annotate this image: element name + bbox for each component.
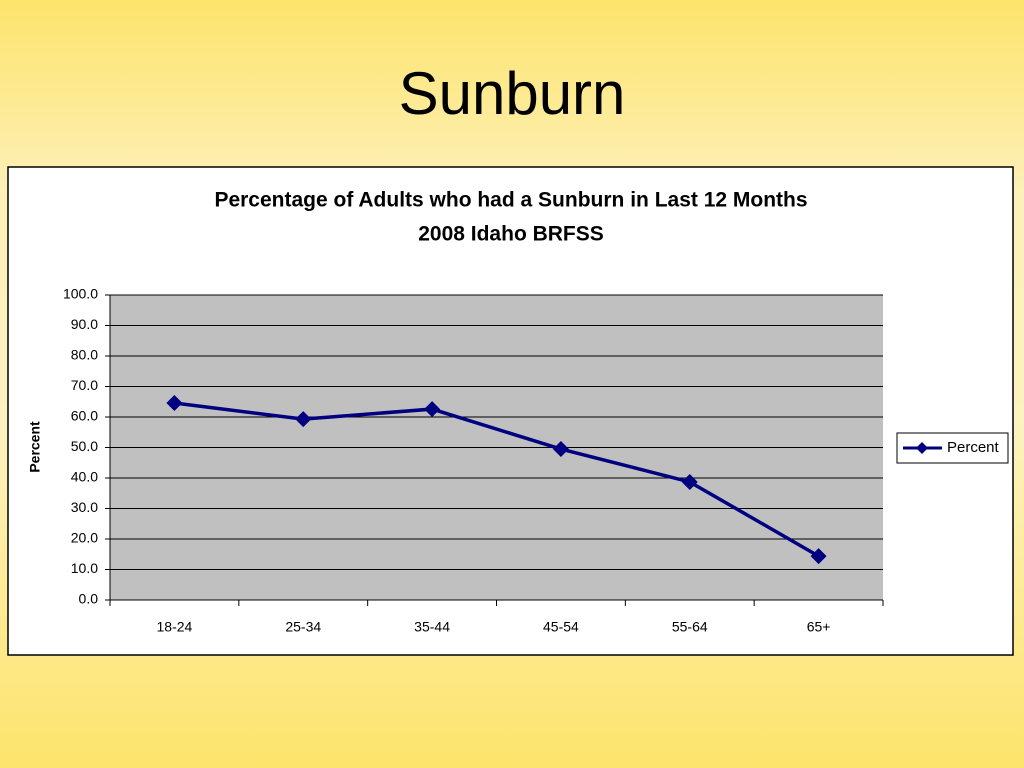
x-tick-label: 25-34 <box>285 619 321 635</box>
slide-title: Sunburn <box>399 60 626 127</box>
legend-marker <box>916 442 928 454</box>
x-tick-label: 35-44 <box>414 619 450 635</box>
data-point <box>552 441 569 458</box>
data-point <box>424 401 441 418</box>
data-point <box>295 411 312 428</box>
y-tick-label: 80.0 <box>71 347 98 363</box>
legend-label: Percent <box>947 439 1000 456</box>
data-point <box>166 394 183 411</box>
y-tick-label: 10.0 <box>71 560 98 576</box>
x-tick-label: 65+ <box>807 619 831 635</box>
data-line <box>174 401 820 558</box>
data-point <box>681 473 698 490</box>
y-tick-label: 20.0 <box>71 530 98 546</box>
y-tick-label: 100.0 <box>63 286 98 302</box>
y-tick-label: 50.0 <box>71 438 98 454</box>
y-tick-label: 40.0 <box>71 469 98 485</box>
y-tick-label: 90.0 <box>71 316 98 332</box>
x-tick-label: 18-24 <box>157 619 193 635</box>
y-tick-label: 70.0 <box>71 377 98 393</box>
data-point <box>810 548 827 565</box>
y-tick-label: 30.0 <box>71 499 98 515</box>
x-tick-label: 55-64 <box>672 619 708 635</box>
y-tick-label: 0.0 <box>79 591 99 607</box>
chart-subtitle: 2008 Idaho BRFSS <box>418 223 604 246</box>
y-tick-label: 60.0 <box>71 408 98 424</box>
chart-title: Percentage of Adults who had a Sunburn i… <box>214 189 807 212</box>
y-axis-label: Percent <box>27 421 43 473</box>
x-tick-label: 45-54 <box>543 619 579 635</box>
